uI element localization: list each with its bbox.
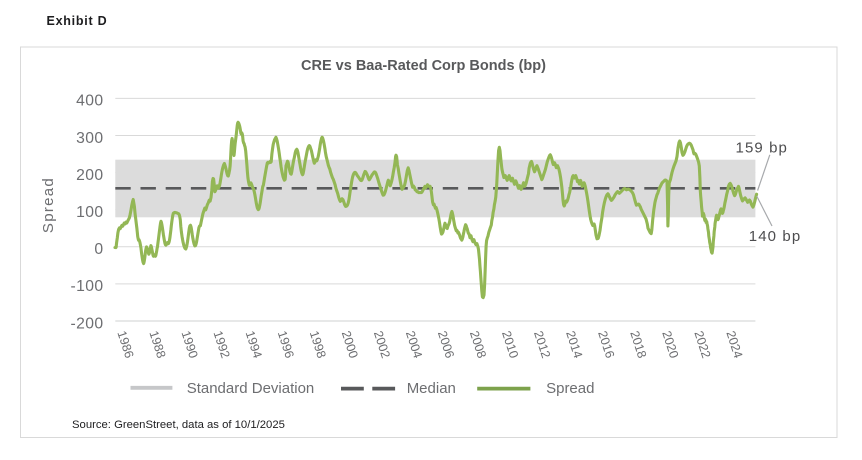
svg-text:Exhibit D: Exhibit D	[47, 14, 108, 28]
svg-text:400: 400	[76, 93, 103, 110]
svg-text:159 bp: 159 bp	[736, 139, 788, 156]
svg-text:200: 200	[76, 167, 103, 184]
svg-text:CRE vs Baa-Rated Corp Bonds (b: CRE vs Baa-Rated Corp Bonds (bp)	[301, 58, 546, 74]
svg-text:100: 100	[76, 204, 103, 221]
svg-text:Source: GreenStreet, data as o: Source: GreenStreet, data as of 10/1/202…	[72, 419, 285, 431]
svg-text:-200: -200	[71, 315, 104, 332]
svg-text:0: 0	[94, 241, 103, 258]
svg-text:-100: -100	[71, 278, 104, 295]
svg-text:Spread: Spread	[546, 380, 594, 397]
svg-text:300: 300	[76, 130, 103, 147]
svg-text:Standard Deviation: Standard Deviation	[187, 380, 315, 397]
svg-text:140 bp: 140 bp	[749, 228, 801, 245]
svg-text:Median: Median	[407, 380, 456, 397]
svg-text:Spread: Spread	[40, 177, 57, 233]
